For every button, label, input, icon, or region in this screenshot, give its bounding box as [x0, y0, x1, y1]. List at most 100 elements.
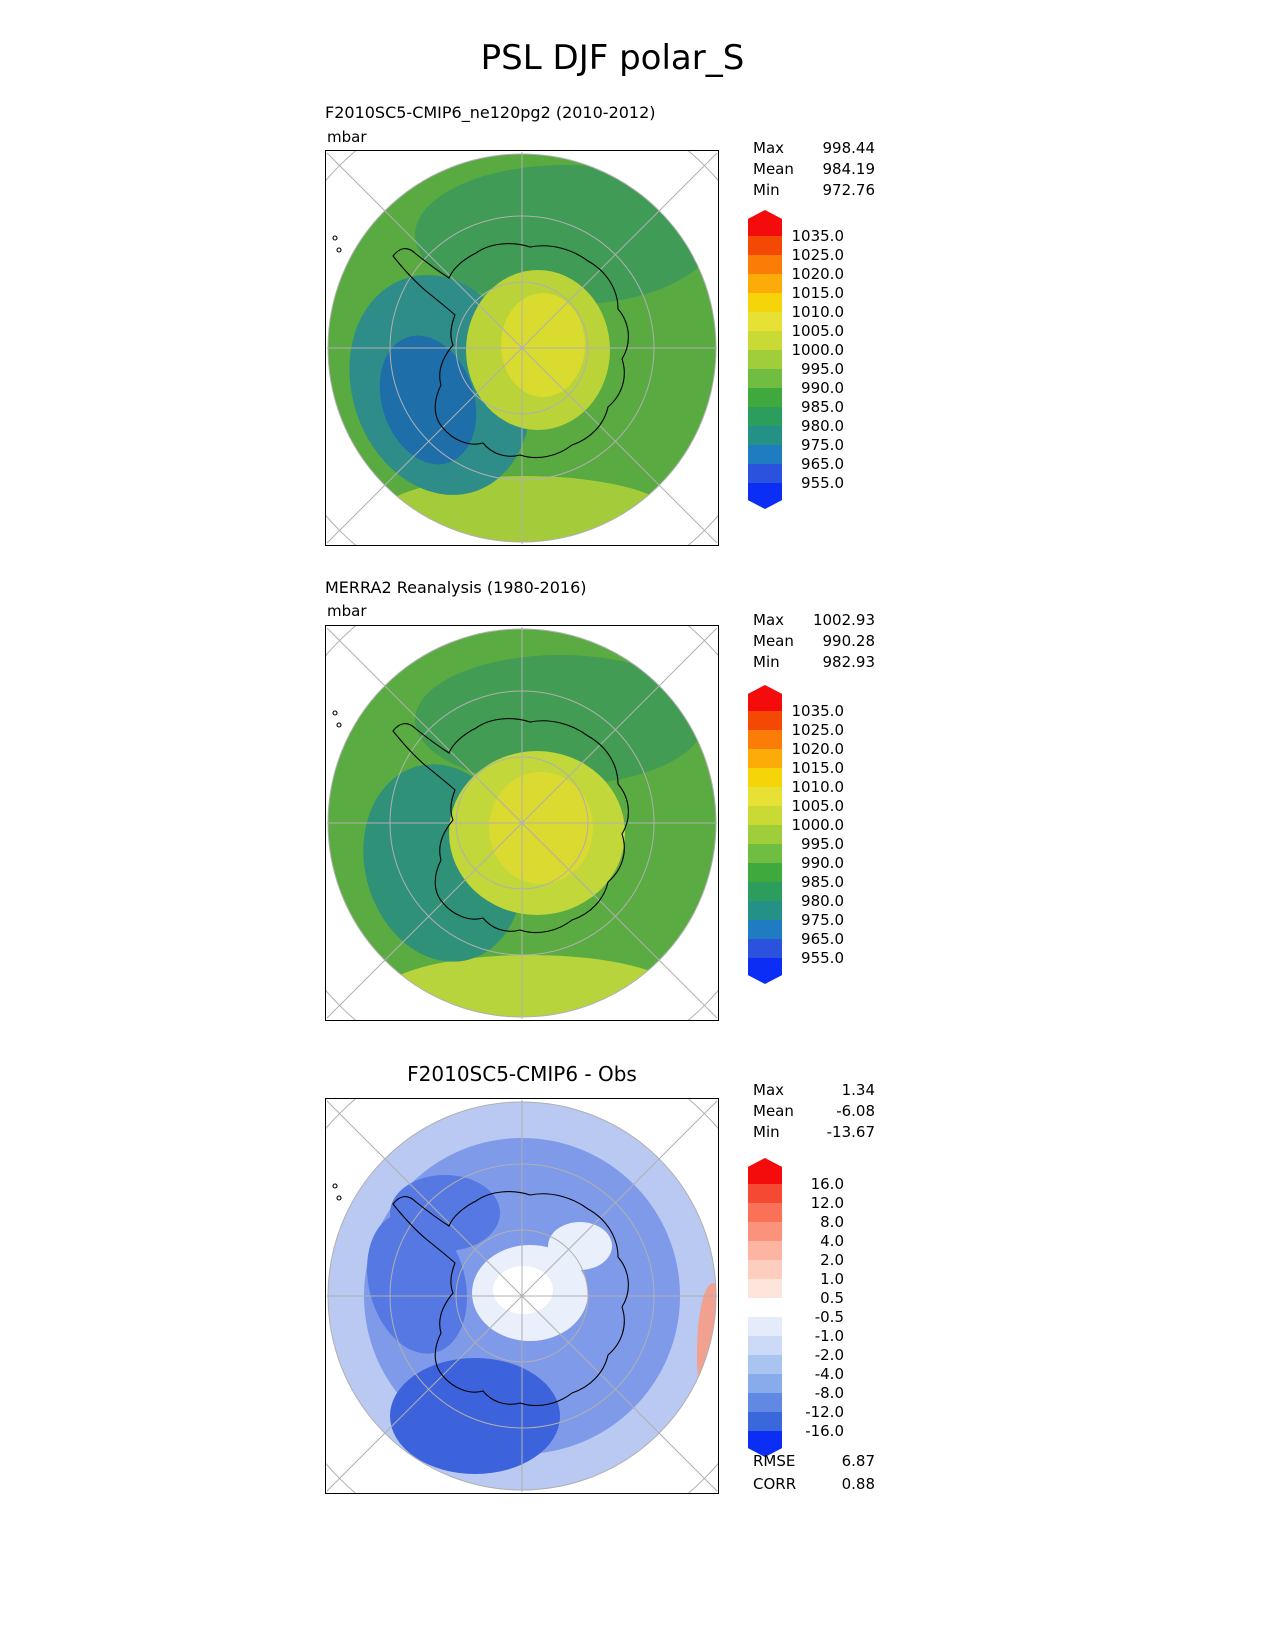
stat-row: Min -13.67: [753, 1122, 875, 1143]
map-panel1: [325, 150, 719, 546]
panel3-stats: Max 1.34 Mean -6.08 Min -13.67: [753, 1080, 875, 1143]
colorbar-band: [748, 939, 782, 958]
colorbar-band: [748, 1260, 782, 1279]
stat-label: RMSE: [753, 1452, 796, 1470]
stat-row: CORR 0.88: [753, 1473, 875, 1496]
colorbar-tick-label: 8.0: [820, 1213, 844, 1231]
stat-row: Max 1002.93: [753, 610, 875, 631]
panel1-title: F2010SC5-CMIP6_ne120pg2 (2010-2012): [325, 103, 656, 122]
colorbar-tick-label: 955.0: [801, 949, 844, 967]
stat-value: 984.19: [822, 160, 876, 178]
colorbar-tick-label: 980.0: [801, 417, 844, 435]
graticule: [326, 1100, 718, 1492]
colorbar-arrow-top: [748, 685, 782, 711]
colorbar-tick-label: -0.5: [814, 1308, 844, 1326]
colorbar-band: [748, 1298, 782, 1317]
colorbar-tick-label: -12.0: [805, 1403, 844, 1421]
colorbar-tick-label: 1.0: [820, 1270, 844, 1288]
colorbar-tick-label: 1025.0: [791, 246, 845, 264]
map-frame: [325, 625, 719, 1021]
colorbar-band: [748, 1203, 782, 1222]
colorbar-band: [748, 1279, 782, 1298]
stat-value: 6.87: [841, 1452, 875, 1470]
panel1-units-label: mbar: [327, 128, 367, 146]
colorbar-tick-label: -16.0: [805, 1422, 844, 1440]
colorbar-band: [748, 1355, 782, 1374]
colorbar-tick-label: 1005.0: [791, 797, 845, 815]
colorbar-tick-label: -2.0: [814, 1346, 844, 1364]
colorbar-band: [748, 350, 782, 369]
colorbar-tick-label: 1015.0: [791, 759, 845, 777]
colorbar-tick-label: 980.0: [801, 892, 844, 910]
stat-row: Min 982.93: [753, 652, 875, 673]
colorbar-tick-label: 965.0: [801, 455, 844, 473]
colorbar-tick-label: 995.0: [801, 835, 844, 853]
stat-value: -6.08: [836, 1102, 875, 1120]
colorbar-tick-label: 975.0: [801, 436, 844, 454]
stat-row: RMSE 6.87: [753, 1450, 875, 1473]
colorbar-tick-label: 16.0: [810, 1175, 844, 1193]
colorbar-tick-label: 12.0: [810, 1194, 844, 1212]
colorbar-tick-label: 1035.0: [791, 227, 845, 245]
colorbar-band: [748, 787, 782, 806]
colorbar-band: [748, 901, 782, 920]
colorbar-band: [748, 749, 782, 768]
colorbar-band: [748, 274, 782, 293]
colorbar-tick-label: 1035.0: [791, 702, 845, 720]
panel3-title: F2010SC5-CMIP6 - Obs: [407, 1062, 637, 1086]
colorbar-tick-label: 985.0: [801, 873, 844, 891]
page-title: PSL DJF polar_S: [480, 38, 745, 78]
colorbar-band: [748, 388, 782, 407]
stat-label: Max: [753, 611, 785, 629]
colorbar-band: [748, 445, 782, 464]
stat-row: Max 1.34: [753, 1080, 875, 1101]
colorbar-band: [748, 1222, 782, 1241]
colorbar-tick-label: 990.0: [801, 854, 844, 872]
colorbar-band: [748, 1412, 782, 1431]
stat-label: Min: [753, 653, 780, 671]
coastline: [332, 235, 629, 459]
colorbar-band: [748, 407, 782, 426]
stat-label: Mean: [753, 160, 794, 178]
stat-label: Mean: [753, 632, 794, 650]
stat-value: 1.34: [841, 1081, 875, 1099]
panel2-colorbar: 1035.0 1025.0 1020.0 1015.0 1010.0 1005.0 1000…: [748, 685, 844, 984]
colorbar-tick-label: 975.0: [801, 911, 844, 929]
panel3-colorbar: 16.0 12.0 8.0 4.0 2.0 1.0 0.5 -0.5 -1.0 -2.0 -4.0-…: [748, 1158, 844, 1457]
panel1-colorbar: 1035.0 1025.0 1020.0 1015.0 1010.0 1005.0 1000…: [748, 210, 844, 509]
graticule: [326, 152, 718, 544]
stat-label: CORR: [753, 1475, 797, 1493]
colorbar-tick-label: 1015.0: [791, 284, 845, 302]
colorbar-tick-label: 985.0: [801, 398, 844, 416]
stat-value: -13.67: [826, 1123, 875, 1141]
map-panel3: [325, 1098, 719, 1494]
colorbar-band: [748, 331, 782, 350]
coastline: [332, 1183, 629, 1407]
colorbar-band: [748, 768, 782, 787]
colorbar-band: [748, 1317, 782, 1336]
colorbar-tick-label: 1020.0: [791, 265, 845, 283]
colorbar-arrow-top: [748, 210, 782, 236]
colorbar-tick-label: -8.0: [814, 1384, 844, 1402]
colorbar-arrow-bottom: [748, 483, 782, 509]
coastline: [332, 710, 629, 934]
panel2-stats: Max 1002.93 Mean 990.28 Min 982.93: [753, 610, 875, 673]
colorbar-band: [748, 1241, 782, 1260]
graticule: [326, 627, 718, 1019]
colorbar-band: [748, 920, 782, 939]
stat-row: Max 998.44: [753, 138, 875, 159]
colorbar-tick-label: 990.0: [801, 379, 844, 397]
colorbar-band: [748, 464, 782, 483]
colorbar-band: [748, 1374, 782, 1393]
stat-row: Min 972.76: [753, 180, 875, 201]
panel2-units-label: mbar: [327, 602, 367, 620]
colorbar-arrow-top: [748, 1158, 782, 1184]
stat-label: Min: [753, 181, 780, 199]
map-frame: [325, 150, 719, 546]
colorbar-tick-label: 4.0: [820, 1232, 844, 1250]
colorbar-tick-label: 995.0: [801, 360, 844, 378]
colorbar-arrow-bottom: [748, 958, 782, 984]
colorbar-tick-label: 965.0: [801, 930, 844, 948]
colorbar-band: [748, 825, 782, 844]
colorbar-tick-label: 0.5: [820, 1289, 844, 1307]
